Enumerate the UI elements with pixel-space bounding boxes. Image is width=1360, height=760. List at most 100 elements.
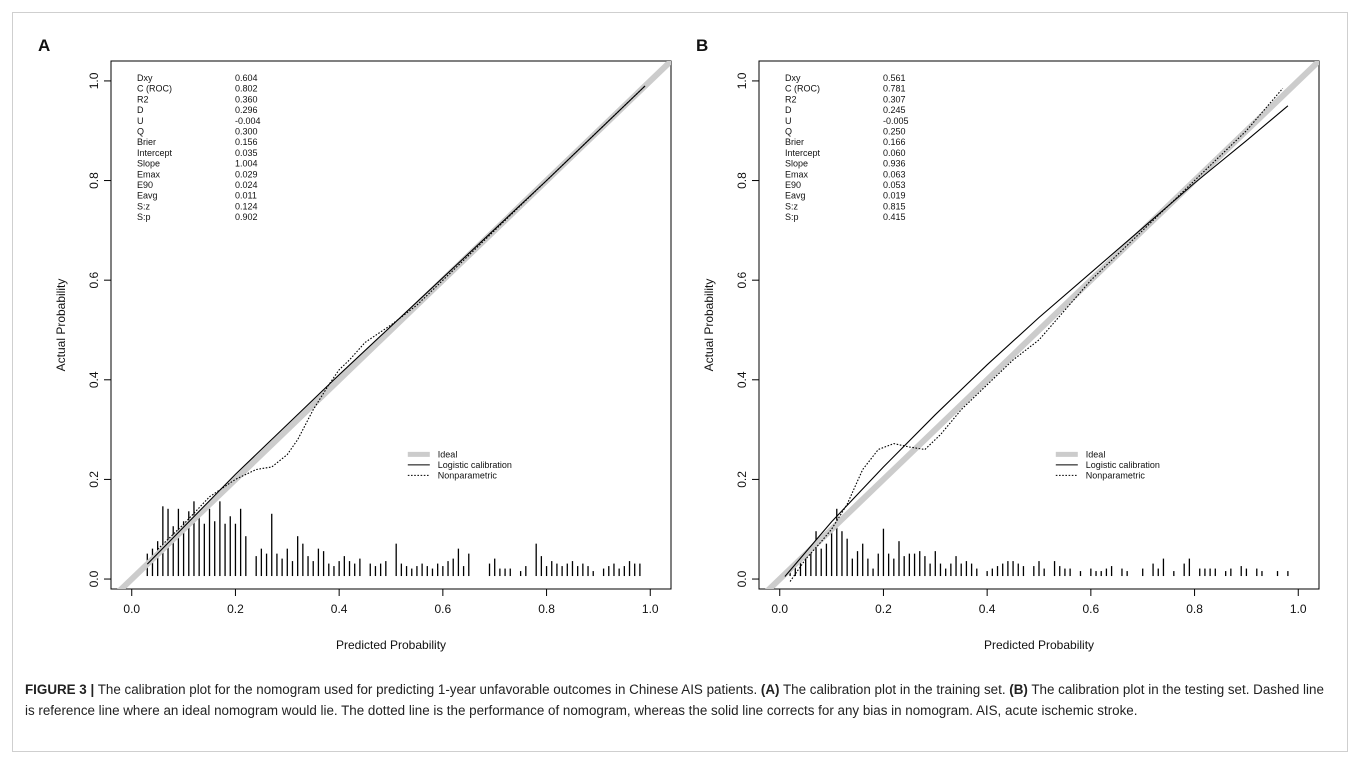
- x-tick-label: 0.0: [771, 602, 788, 616]
- stat-name: Eavg: [785, 191, 806, 201]
- stat-name: Slope: [785, 159, 808, 169]
- stat-name: C (ROC): [785, 84, 820, 94]
- stat-value: 0.902: [235, 212, 258, 222]
- panel-label: B: [696, 36, 708, 55]
- stat-value: 0.250: [883, 127, 906, 137]
- y-axis-label: Actual Probability: [702, 279, 716, 372]
- stat-name: Dxy: [785, 73, 801, 83]
- chart-panel-b: B 0.0 0.2 0.4 0.6 0.8 1.0 0.0 0.2 0.4 0.6 0.8 1.0 Pre…: [696, 36, 1320, 652]
- x-tick-label: 0.6: [1083, 602, 1100, 616]
- stat-name: Slope: [137, 159, 160, 169]
- stat-value: 0.011: [235, 191, 257, 201]
- stat-value: 0.802: [235, 84, 258, 94]
- caption-figure-label: FIGURE 3 |: [25, 682, 95, 697]
- plot-frame: [758, 60, 1320, 590]
- stat-value: 0.053: [883, 180, 906, 190]
- x-tick-label: 0.0: [123, 602, 140, 616]
- caption-main-text: The calibration plot for the nomogram us…: [94, 682, 761, 697]
- stat-value: 0.781: [883, 84, 906, 94]
- caption-panel-a-label: (A): [760, 682, 780, 697]
- x-tick-label: 0.6: [435, 602, 452, 616]
- series-line-nonparametric: [157, 85, 646, 550]
- legend-label: Ideal: [1086, 449, 1106, 459]
- stat-name: S:z: [785, 201, 799, 211]
- stat-value: -0.004: [235, 116, 261, 126]
- stat-name: Dxy: [137, 73, 153, 83]
- stat-name: Emax: [137, 169, 161, 179]
- figure-caption: FIGURE 3 | The calibration plot for the …: [25, 679, 1337, 721]
- stat-value: 0.561: [883, 73, 906, 83]
- x-axis-label: Predicted Probability: [984, 638, 1094, 652]
- stat-name: Q: [785, 127, 792, 137]
- stat-value: 0.936: [883, 159, 906, 169]
- stat-value: 0.024: [235, 180, 258, 190]
- panel-label: A: [38, 36, 50, 55]
- x-tick-label: 1.0: [642, 602, 659, 616]
- stat-value: 0.307: [883, 94, 906, 104]
- y-tick-label: 0.4: [87, 371, 101, 388]
- stat-name: D: [785, 105, 792, 115]
- stat-name: R2: [785, 94, 797, 104]
- stat-value: -0.005: [883, 116, 909, 126]
- x-axis-label: Predicted Probability: [336, 638, 446, 652]
- y-tick-label: 0.2: [87, 471, 101, 488]
- y-tick-label: 0.8: [735, 172, 749, 189]
- stat-name: C (ROC): [137, 84, 172, 94]
- stat-value: 1.004: [235, 159, 258, 169]
- plot-frame: [110, 60, 672, 590]
- x-tick-label: 0.2: [227, 602, 244, 616]
- x-tick-label: 0.4: [331, 602, 348, 616]
- stat-name: Eavg: [137, 191, 158, 201]
- y-axis-label: Actual Probability: [54, 279, 68, 372]
- caption-panel-b-label: (B): [1009, 682, 1028, 697]
- x-tick-label: 0.8: [538, 602, 555, 616]
- y-tick-label: 1.0: [87, 72, 101, 89]
- legend-label: Logistic calibration: [438, 460, 512, 470]
- y-tick-label: 0.0: [87, 570, 101, 587]
- legend-label: Ideal: [438, 449, 458, 459]
- y-tick-label: 0.6: [735, 272, 749, 289]
- chart-panel-a: A 0.0 0.2 0.4 0.6 0.8 1.0 0.0 0.2 0.4 0.6 0.8 1.0 Pre…: [38, 36, 672, 652]
- stat-name: Brier: [785, 137, 804, 147]
- stat-value: 0.156: [235, 137, 258, 147]
- stat-name: S:z: [137, 201, 151, 211]
- stat-value: 0.035: [235, 148, 258, 158]
- stat-name: U: [785, 116, 792, 126]
- stat-name: Intercept: [137, 148, 173, 158]
- stat-value: 0.060: [883, 148, 906, 158]
- stat-name: D: [137, 105, 144, 115]
- plot-data: [117, 61, 671, 589]
- x-tick-label: 1.0: [1290, 602, 1307, 616]
- y-tick-label: 1.0: [735, 72, 749, 89]
- stat-value: 0.029: [235, 169, 258, 179]
- stat-name: E90: [137, 180, 153, 190]
- caption-panel-a-text: The calibration plot in the training set…: [779, 682, 1010, 697]
- series-line-ideal: [765, 61, 1319, 589]
- x-tick-label: 0.8: [1186, 602, 1203, 616]
- stat-value: 0.245: [883, 105, 906, 115]
- y-tick-label: 0.4: [735, 371, 749, 388]
- stat-name: Brier: [137, 137, 156, 147]
- stat-value: 0.124: [235, 201, 258, 211]
- stat-name: Q: [137, 127, 144, 137]
- figure: A 0.0 0.2 0.4 0.6 0.8 1.0 0.0 0.2 0.4 0.6 0.8 1.0 Pre…: [12, 12, 1348, 752]
- stat-value: 0.063: [883, 169, 906, 179]
- caption-panel-b-text: The calibration plot in the testing set.…: [25, 682, 1324, 718]
- stat-name: S:p: [785, 212, 799, 222]
- stat-name: E90: [785, 180, 801, 190]
- stat-name: Intercept: [785, 148, 821, 158]
- stat-value: 0.166: [883, 137, 906, 147]
- stat-value: 0.604: [235, 73, 258, 83]
- stat-value: 0.019: [883, 191, 906, 201]
- series-line-logistic-calibration: [784, 105, 1289, 577]
- legend-label: Nonparametric: [1086, 470, 1146, 480]
- x-tick-label: 0.2: [875, 602, 892, 616]
- legend-label: Nonparametric: [438, 470, 498, 480]
- y-tick-label: 0.0: [735, 570, 749, 587]
- y-tick-label: 0.2: [735, 471, 749, 488]
- plot-data: [765, 61, 1319, 589]
- stat-value: 0.360: [235, 94, 258, 104]
- legend-label: Logistic calibration: [1086, 460, 1160, 470]
- y-tick-label: 0.6: [87, 272, 101, 289]
- calibration-charts: A 0.0 0.2 0.4 0.6 0.8 1.0 0.0 0.2 0.4 0.6 0.8 1.0 Pre…: [38, 36, 1320, 652]
